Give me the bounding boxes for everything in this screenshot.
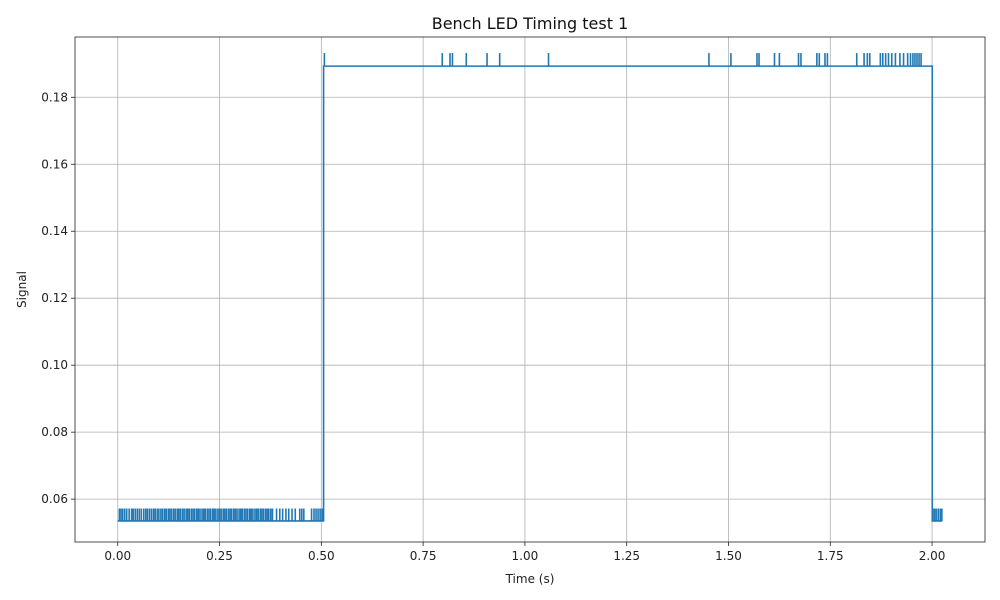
chart-title: Bench LED Timing test 1 <box>432 14 629 33</box>
axes: 0.00 0.25 0.50 0.75 1.00 1.25 1.50 1.75 2.00 0.06… <box>41 90 945 563</box>
x-tick-label: 1.00 <box>512 549 539 563</box>
x-tick-label: 2.00 <box>919 549 946 563</box>
plot-area <box>117 53 943 522</box>
x-tick-label: 1.50 <box>715 549 742 563</box>
y-tick-label: 0.18 <box>41 90 68 104</box>
y-tick-label: 0.06 <box>41 492 68 506</box>
x-axis-title: Time (s) <box>505 572 555 586</box>
x-tick-label: 1.75 <box>817 549 844 563</box>
y-tick-label: 0.08 <box>41 425 68 439</box>
x-tick-label: 0.75 <box>410 549 437 563</box>
y-axis-title: Signal <box>15 271 29 308</box>
x-tick-label: 0.25 <box>206 549 233 563</box>
x-tick-label: 1.25 <box>613 549 640 563</box>
x-tick-label: 0.00 <box>104 549 131 563</box>
y-tick-label: 0.16 <box>41 157 68 171</box>
plot-frame <box>74 36 986 543</box>
x-tick-label: 0.50 <box>308 549 335 563</box>
y-tick-label: 0.14 <box>41 224 68 238</box>
y-tick-label: 0.10 <box>41 358 68 372</box>
y-tick-label: 0.12 <box>41 291 68 305</box>
